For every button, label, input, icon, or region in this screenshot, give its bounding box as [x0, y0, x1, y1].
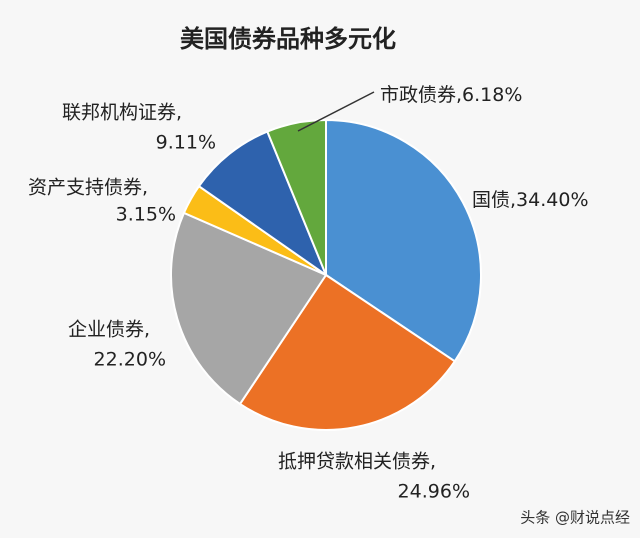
- pie-slice: [170, 211, 328, 406]
- pie-slice: [325, 118, 482, 363]
- pie-slice: [238, 273, 457, 431]
- chart-title: 美国债券品种多元化: [180, 25, 396, 53]
- slice-label: 国债,34.40%: [472, 189, 589, 211]
- category-label: 联邦机构证券,: [62, 102, 182, 124]
- value-label: 3.15%: [116, 204, 176, 226]
- value-label: 9.11%: [156, 132, 216, 154]
- value-label: 6.18%: [462, 84, 522, 106]
- value-label: 34.40%: [516, 189, 588, 211]
- leader-line: [297, 91, 375, 132]
- category-label: 市政债券,: [380, 84, 462, 106]
- pie-slice: [266, 118, 327, 276]
- watermark: 头条 @财说点经: [520, 509, 630, 527]
- category-label: 抵押贷款相关债券,: [278, 451, 436, 473]
- category-label: 国债,: [472, 189, 516, 211]
- pie-slice: [197, 130, 329, 278]
- slice-label: 市政债券,6.18%: [380, 84, 522, 106]
- category-label: 资产支持债券,: [28, 177, 148, 199]
- value-label: 24.96%: [398, 481, 470, 503]
- category-label: 企业债券,: [68, 319, 150, 341]
- value-label: 22.20%: [94, 349, 166, 371]
